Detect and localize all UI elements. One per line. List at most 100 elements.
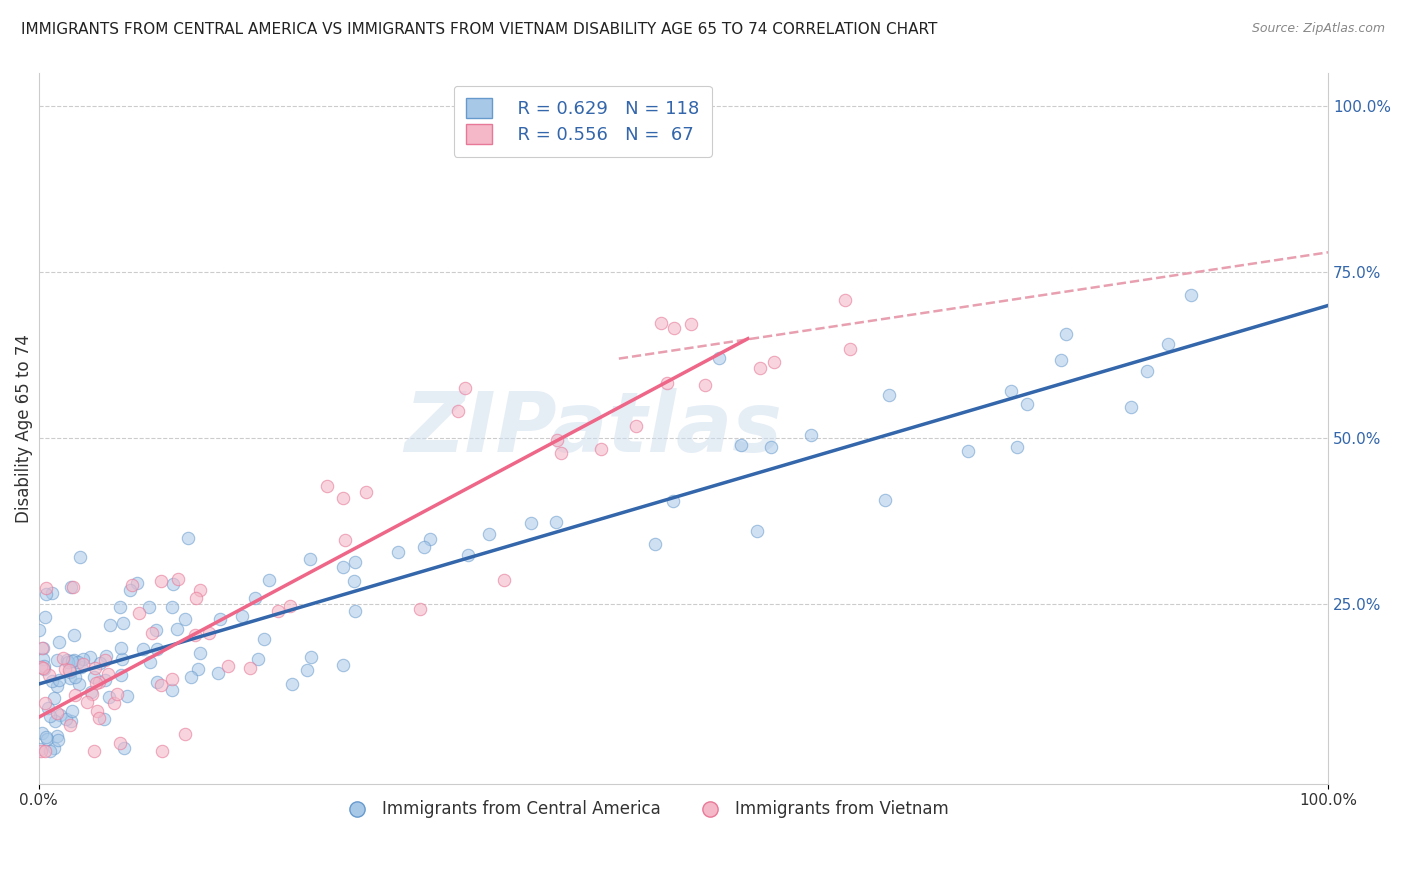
Point	[34, 743, 56, 757]
Point	[1050, 352, 1073, 367]
Point	[60, 704, 83, 718]
Point	[31, 640, 53, 655]
Point	[253, 632, 276, 646]
Point	[98, 618, 121, 632]
Point	[145, 624, 167, 638]
Point	[546, 433, 568, 447]
Point	[103, 696, 125, 710]
Point	[1157, 337, 1180, 351]
Point	[231, 608, 253, 623]
Point	[624, 419, 647, 434]
Point	[454, 381, 477, 395]
Point	[39, 743, 62, 757]
Point	[128, 606, 150, 620]
Point	[37, 700, 59, 714]
Text: IMMIGRANTS FROM CENTRAL AMERICA VS IMMIGRANTS FROM VIETNAM DISABILITY AGE 65 TO : IMMIGRANTS FROM CENTRAL AMERICA VS IMMIG…	[21, 22, 938, 37]
Point	[546, 515, 568, 529]
Point	[30, 660, 52, 674]
Point	[1119, 400, 1142, 414]
Point	[138, 599, 160, 614]
Point	[34, 659, 56, 673]
Point	[247, 652, 270, 666]
Point	[94, 653, 117, 667]
Point	[763, 355, 786, 369]
Point	[333, 533, 356, 547]
Point	[344, 555, 367, 569]
Point	[173, 612, 195, 626]
Point	[183, 628, 205, 642]
Point	[188, 583, 211, 598]
Point	[83, 661, 105, 675]
Point	[209, 612, 232, 626]
Point	[89, 656, 111, 670]
Point	[69, 550, 91, 565]
Point	[188, 646, 211, 660]
Point	[457, 549, 479, 563]
Point	[655, 376, 678, 390]
Point	[53, 662, 76, 676]
Point	[745, 524, 768, 538]
Point	[97, 666, 120, 681]
Point	[72, 657, 94, 672]
Point	[83, 670, 105, 684]
Point	[141, 626, 163, 640]
Point	[160, 599, 183, 614]
Point	[650, 316, 672, 330]
Point	[48, 673, 70, 687]
Point	[70, 660, 93, 674]
Point	[387, 545, 409, 559]
Point	[186, 591, 208, 605]
Point	[281, 677, 304, 691]
Point	[87, 674, 110, 689]
Point	[217, 659, 239, 673]
Point	[110, 668, 132, 682]
Point	[62, 580, 84, 594]
Point	[679, 317, 702, 331]
Point	[46, 732, 69, 747]
Point	[63, 653, 86, 667]
Point	[31, 725, 53, 739]
Point	[707, 351, 730, 365]
Point	[239, 661, 262, 675]
Point	[166, 572, 188, 586]
Point	[79, 650, 101, 665]
Point	[84, 676, 107, 690]
Point	[115, 689, 138, 703]
Point	[34, 610, 56, 624]
Point	[94, 649, 117, 664]
Point	[125, 576, 148, 591]
Point	[150, 574, 173, 589]
Point	[63, 670, 86, 684]
Point	[332, 560, 354, 574]
Point	[1005, 440, 1028, 454]
Point	[72, 652, 94, 666]
Point	[145, 641, 167, 656]
Point	[93, 712, 115, 726]
Point	[875, 492, 897, 507]
Point	[800, 428, 823, 442]
Point	[120, 582, 142, 597]
Point	[34, 696, 56, 710]
Point	[749, 360, 772, 375]
Point	[67, 655, 90, 669]
Point	[42, 740, 65, 755]
Point	[162, 672, 184, 686]
Point	[174, 727, 197, 741]
Point	[41, 586, 63, 600]
Point	[138, 656, 160, 670]
Point	[267, 604, 290, 618]
Point	[299, 552, 322, 566]
Point	[31, 651, 53, 665]
Point	[60, 714, 83, 728]
Point	[295, 664, 318, 678]
Point	[121, 578, 143, 592]
Point	[60, 654, 83, 668]
Point	[761, 440, 783, 454]
Point	[56, 652, 79, 666]
Point	[664, 321, 686, 335]
Point	[644, 537, 666, 551]
Point	[693, 378, 716, 392]
Point	[591, 442, 613, 457]
Point	[150, 678, 173, 692]
Point	[111, 615, 134, 630]
